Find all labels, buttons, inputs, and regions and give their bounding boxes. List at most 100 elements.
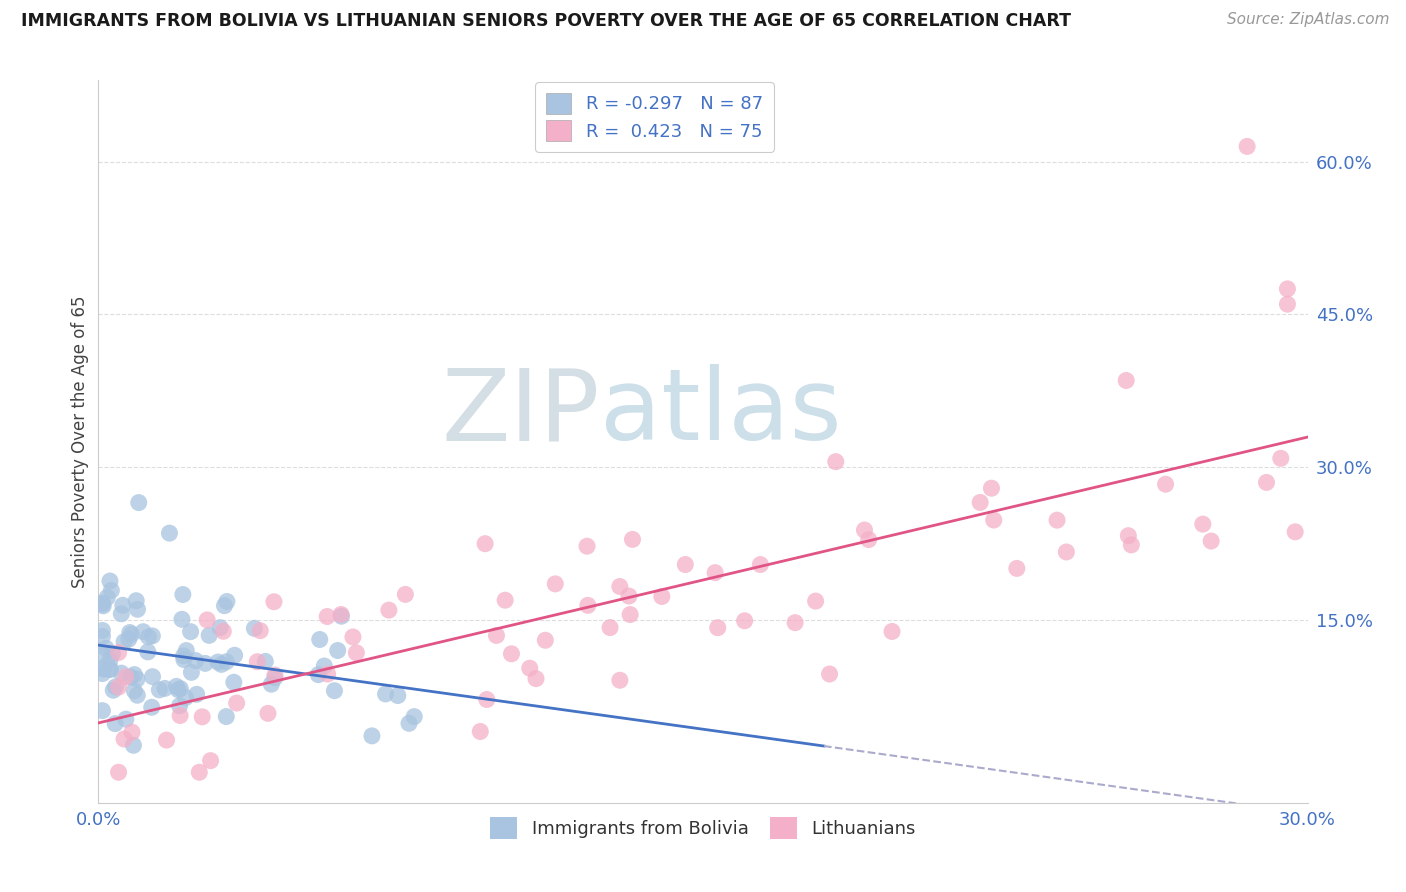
Point bbox=[1236, 139, 1258, 153]
Point bbox=[969, 495, 991, 509]
Point bbox=[91, 666, 114, 681]
Point bbox=[148, 682, 170, 697]
Point bbox=[576, 599, 599, 613]
Point bbox=[314, 659, 336, 673]
Text: Source: ZipAtlas.com: Source: ZipAtlas.com bbox=[1226, 12, 1389, 27]
Point bbox=[326, 643, 349, 657]
Point bbox=[404, 709, 426, 723]
Point bbox=[1046, 513, 1069, 527]
Point bbox=[1277, 297, 1299, 311]
Point bbox=[1154, 477, 1177, 491]
Point bbox=[534, 633, 557, 648]
Point bbox=[209, 621, 232, 635]
Point bbox=[153, 681, 176, 696]
Point bbox=[141, 700, 163, 714]
Point bbox=[110, 666, 132, 681]
Point bbox=[344, 646, 367, 660]
Point bbox=[704, 566, 727, 580]
Point bbox=[1115, 374, 1137, 388]
Point bbox=[260, 677, 283, 691]
Point bbox=[651, 590, 673, 604]
Point bbox=[93, 662, 115, 676]
Point bbox=[107, 765, 129, 780]
Point bbox=[263, 671, 285, 685]
Point bbox=[188, 765, 211, 780]
Point bbox=[215, 594, 238, 608]
Point bbox=[501, 647, 523, 661]
Point bbox=[706, 621, 728, 635]
Point bbox=[619, 607, 641, 622]
Point bbox=[387, 689, 409, 703]
Point bbox=[804, 594, 827, 608]
Point bbox=[112, 731, 135, 746]
Point bbox=[141, 670, 163, 684]
Point bbox=[316, 667, 339, 681]
Point bbox=[141, 629, 163, 643]
Point bbox=[475, 692, 498, 706]
Point bbox=[107, 645, 129, 659]
Point bbox=[111, 599, 134, 613]
Point bbox=[609, 673, 631, 688]
Point bbox=[180, 624, 202, 639]
Point bbox=[107, 680, 129, 694]
Point bbox=[243, 621, 266, 635]
Point bbox=[91, 630, 114, 644]
Point bbox=[249, 624, 271, 638]
Point bbox=[104, 716, 127, 731]
Point bbox=[195, 613, 218, 627]
Point bbox=[173, 652, 195, 666]
Legend: Immigrants from Bolivia, Lithuanians: Immigrants from Bolivia, Lithuanians bbox=[482, 809, 924, 846]
Point bbox=[209, 657, 232, 672]
Point bbox=[307, 667, 329, 681]
Point bbox=[91, 624, 114, 638]
Y-axis label: Seniors Poverty Over the Age of 65: Seniors Poverty Over the Age of 65 bbox=[70, 295, 89, 588]
Point bbox=[176, 643, 198, 657]
Point bbox=[1118, 529, 1140, 543]
Point bbox=[524, 672, 547, 686]
Point bbox=[100, 583, 122, 598]
Point bbox=[734, 614, 756, 628]
Point bbox=[212, 624, 235, 639]
Point bbox=[361, 729, 384, 743]
Point bbox=[470, 724, 492, 739]
Point bbox=[519, 661, 541, 675]
Point bbox=[1199, 534, 1222, 549]
Text: ZIP: ZIP bbox=[441, 364, 600, 461]
Point bbox=[330, 609, 353, 624]
Point bbox=[91, 596, 114, 610]
Point bbox=[673, 558, 696, 572]
Point bbox=[169, 708, 191, 723]
Point bbox=[263, 595, 285, 609]
Point bbox=[207, 655, 229, 669]
Point bbox=[127, 602, 149, 616]
Point bbox=[1270, 451, 1292, 466]
Point bbox=[170, 612, 193, 626]
Point bbox=[576, 539, 599, 553]
Point bbox=[91, 599, 114, 613]
Point bbox=[621, 533, 644, 547]
Point bbox=[983, 513, 1005, 527]
Point bbox=[1121, 538, 1143, 552]
Point bbox=[394, 587, 416, 601]
Point bbox=[198, 628, 221, 642]
Point bbox=[127, 688, 149, 702]
Point bbox=[225, 696, 247, 710]
Point bbox=[824, 455, 846, 469]
Point bbox=[374, 687, 396, 701]
Point bbox=[112, 634, 135, 648]
Text: atlas: atlas bbox=[600, 364, 842, 461]
Point bbox=[398, 716, 420, 731]
Point bbox=[174, 690, 197, 705]
Point bbox=[323, 683, 346, 698]
Point bbox=[114, 670, 136, 684]
Point bbox=[120, 670, 142, 684]
Point bbox=[1277, 282, 1299, 296]
Point bbox=[167, 682, 190, 697]
Point bbox=[103, 683, 125, 698]
Point bbox=[101, 647, 124, 661]
Point bbox=[194, 657, 217, 671]
Point bbox=[378, 603, 401, 617]
Point bbox=[136, 645, 159, 659]
Point bbox=[316, 609, 339, 624]
Point bbox=[222, 675, 245, 690]
